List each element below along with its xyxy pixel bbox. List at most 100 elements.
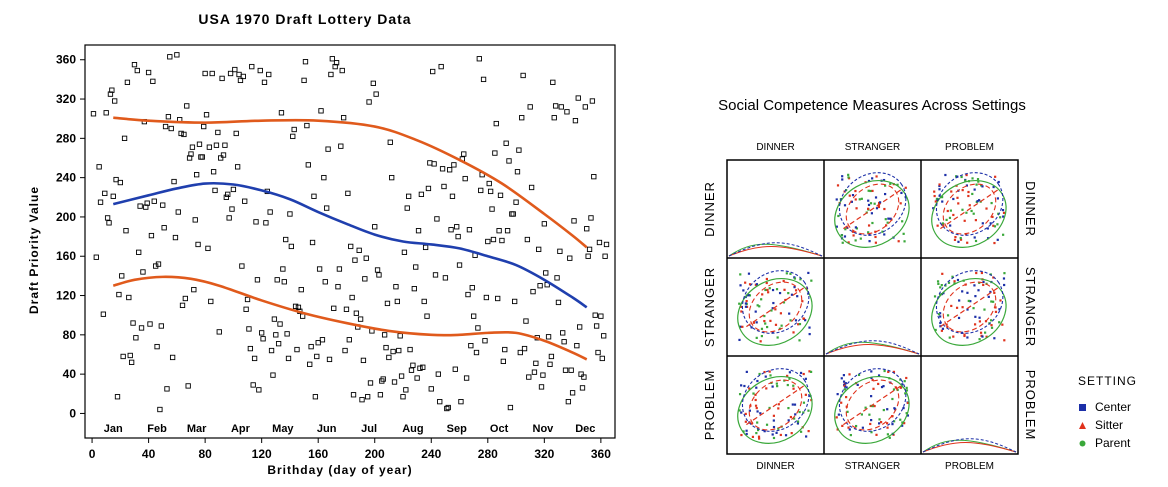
data-point — [188, 151, 194, 157]
data-point — [579, 385, 586, 391]
matrix-point — [763, 430, 766, 433]
matrix-point — [755, 386, 758, 389]
matrix-point — [843, 388, 846, 391]
matrix-point — [994, 175, 997, 178]
matrix-point — [882, 178, 886, 182]
data-point — [131, 62, 138, 68]
matrix-point — [775, 431, 778, 434]
data-point — [133, 335, 139, 341]
data-point — [560, 330, 566, 336]
matrix-point — [766, 325, 769, 329]
data-point — [304, 122, 310, 129]
data-point — [239, 263, 245, 269]
matrix-point — [786, 374, 789, 378]
matrix-point — [875, 207, 879, 210]
data-point — [411, 286, 417, 292]
matrix-point — [989, 290, 992, 294]
matrix-point — [752, 392, 755, 395]
matrix-point — [788, 371, 791, 374]
data-point — [441, 183, 447, 190]
row-label-right: DINNER — [1023, 181, 1038, 237]
ellipse-center — [741, 368, 810, 432]
matrix-point — [846, 410, 849, 413]
data-point — [348, 243, 354, 250]
matrix-point — [935, 199, 939, 202]
matrix-point — [889, 182, 892, 185]
data-point — [514, 169, 521, 175]
data-point — [568, 367, 574, 373]
matrix-point — [956, 196, 959, 199]
matrix-point — [771, 433, 774, 436]
data-point — [512, 298, 518, 305]
matrix-point — [772, 414, 776, 417]
data-point — [229, 206, 235, 212]
matrix-point — [990, 324, 993, 327]
data-point — [424, 313, 430, 319]
data-point — [585, 253, 591, 259]
data-points — [90, 52, 610, 413]
matrix-point — [938, 184, 941, 188]
matrix-point — [933, 295, 937, 298]
data-point — [406, 193, 412, 199]
data-point — [430, 68, 436, 75]
matrix-point — [752, 321, 755, 324]
matrix-point — [748, 283, 752, 286]
matrix-point — [938, 188, 941, 191]
data-point — [237, 77, 244, 84]
matrix-point — [790, 293, 794, 296]
matrix-point — [939, 293, 942, 296]
matrix-point — [872, 387, 875, 390]
data-point — [417, 365, 423, 371]
matrix-point — [884, 192, 887, 196]
data-point — [305, 162, 311, 168]
data-point — [451, 162, 457, 168]
matrix-point — [989, 222, 992, 225]
data-point — [112, 98, 118, 104]
matrix-point — [755, 406, 758, 410]
data-point — [260, 336, 266, 342]
data-point — [100, 311, 107, 317]
month-label: Jan — [104, 423, 123, 435]
matrix-point — [840, 377, 843, 380]
data-point — [492, 150, 498, 156]
month-label: Dec — [575, 423, 595, 435]
month-label: Mar — [187, 423, 207, 435]
matrix-point — [769, 374, 772, 377]
matrix-point — [998, 321, 1001, 324]
row-label-left: DINNER — [702, 181, 717, 237]
matrix-point — [900, 191, 903, 195]
matrix-point — [906, 401, 909, 405]
column-label-top: DINNER — [756, 142, 794, 153]
matrix-point — [766, 288, 769, 292]
data-point — [396, 347, 402, 354]
matrix-point — [952, 213, 955, 217]
matrix-point — [861, 426, 864, 429]
data-point — [198, 154, 204, 160]
row-label-right: STRANGER — [1023, 267, 1038, 347]
data-point — [446, 167, 453, 173]
legend-marker-parent — [1079, 440, 1086, 447]
data-point — [456, 262, 463, 268]
data-point — [263, 220, 269, 226]
data-point — [427, 160, 433, 166]
data-point — [270, 372, 276, 378]
matrix-point — [940, 283, 943, 287]
data-point — [486, 180, 492, 187]
data-point — [254, 277, 261, 283]
matrix-point — [961, 189, 964, 192]
matrix-point — [963, 219, 966, 222]
ellipse-center — [838, 172, 907, 236]
legend-marker-center — [1079, 404, 1086, 411]
data-point — [206, 144, 213, 150]
data-point — [601, 333, 607, 339]
matrix-point — [979, 331, 983, 334]
matrix-point — [841, 241, 844, 244]
data-point — [222, 142, 228, 148]
data-point — [295, 304, 302, 310]
data-point — [332, 63, 338, 70]
y-tick-label: 280 — [56, 131, 76, 145]
matrix-point — [975, 271, 978, 275]
data-point — [458, 398, 464, 405]
matrix-point — [878, 422, 881, 425]
matrix-point — [847, 176, 850, 179]
